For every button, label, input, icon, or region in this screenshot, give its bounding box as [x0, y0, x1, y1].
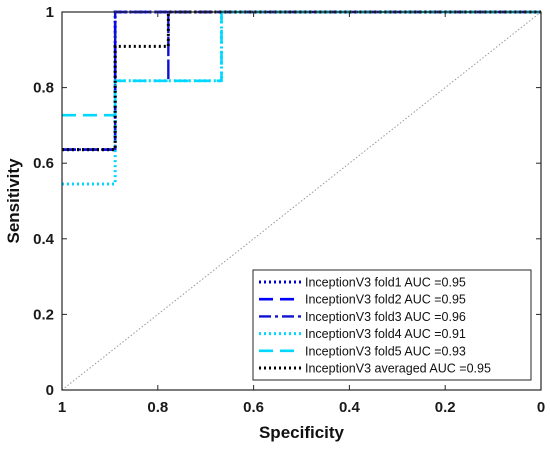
y-tick-label: 0.2	[33, 306, 54, 323]
legend-label-6: InceptionV3 averaged AUC =0.95	[305, 362, 491, 376]
series-line-5	[62, 10, 541, 117]
legend-box	[252, 269, 532, 381]
series-line-4	[62, 10, 541, 186]
x-tick-label: 0.8	[147, 399, 168, 416]
legend-label-5: InceptionV3 fold5 AUC =0.93	[305, 344, 466, 358]
legend-label-4: InceptionV3 fold4 AUC =0.91	[305, 327, 466, 341]
chance-diagonal-line	[61, 11, 542, 391]
y-tick-label: 0.6	[33, 155, 54, 172]
y-tick-label: 0.8	[33, 80, 54, 97]
legend-label-2: InceptionV3 fold2 AUC =0.95	[305, 293, 466, 307]
legend-label-1: InceptionV3 fold1 AUC =0.95	[305, 276, 466, 290]
x-tick-label: 0.2	[435, 399, 456, 416]
y-tick-label: 1	[46, 4, 54, 21]
y-tick-label: 0	[46, 382, 54, 399]
series-line-3	[62, 10, 541, 151]
x-tick-label: 0.6	[243, 399, 264, 416]
legend: InceptionV3 fold1 AUC =0.95 InceptionV3 f…	[252, 269, 532, 381]
legend-label-3: InceptionV3 fold3 AUC =0.96	[305, 310, 466, 324]
x-tick-label: 0.4	[339, 399, 361, 416]
x-tick-label: 1	[58, 399, 66, 416]
y-tick-label: 0.4	[33, 231, 55, 248]
plot-area-frame	[61, 11, 542, 391]
x-tick-label: 0	[537, 399, 545, 416]
y-axis-label: Sensitivity	[4, 158, 23, 244]
x-axis-label: Specificity	[259, 423, 345, 442]
